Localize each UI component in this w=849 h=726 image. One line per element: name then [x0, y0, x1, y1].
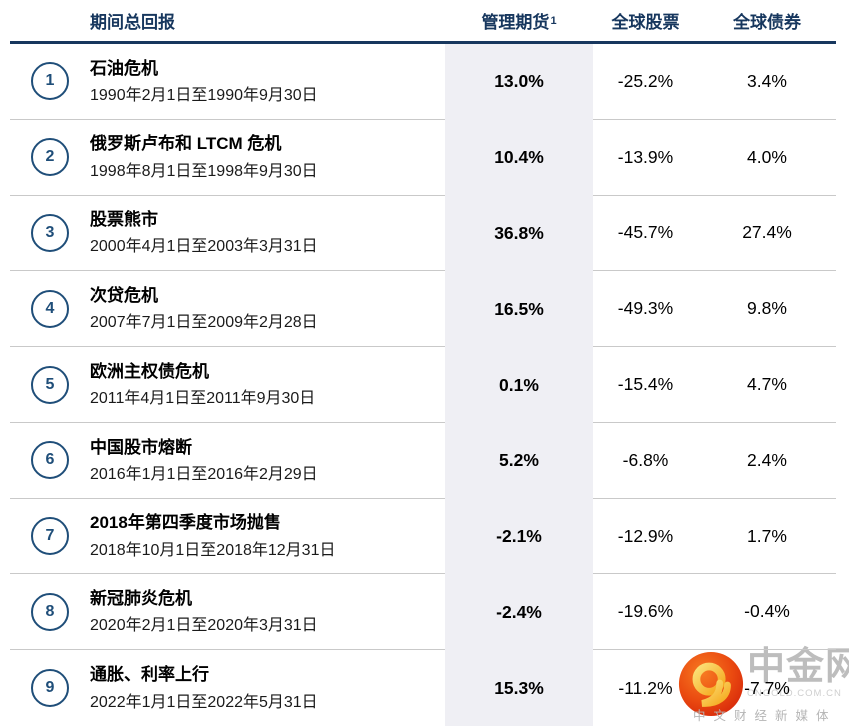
- table-row-inflation-rising-rates: 9 通胀、利率上行 2022年1月1日至2022年5月31日 15.3% -11…: [10, 650, 836, 726]
- row-number-badge: 7: [31, 517, 69, 556]
- table-row-equity-bear-market: 3 股票熊市 2000年4月1日至2003年3月31日 36.8% -45.7%…: [10, 195, 836, 272]
- global-equities-value: -25.2%: [593, 44, 698, 120]
- global-bonds-value: 2.4%: [698, 423, 836, 499]
- table-row-q4-2018-selloff: 7 2018年第四季度市场抛售 2018年10月1日至2018年12月31日 -…: [10, 498, 836, 575]
- managed-futures-value: 10.4%: [445, 119, 593, 196]
- row-number-badge: 8: [31, 592, 69, 631]
- event-cell: 中国股市熔断 2016年1月1日至2016年2月29日: [90, 423, 445, 499]
- event-cell: 通胀、利率上行 2022年1月1日至2022年5月31日: [90, 650, 445, 726]
- header-managed-futures-label: 管理期货: [481, 13, 550, 32]
- event-cell: 欧洲主权债危机 2011年4月1日至2011年9月30日: [90, 347, 445, 423]
- global-bonds-value: -0.4%: [698, 574, 836, 651]
- table-row-european-sovereign-debt-crisis: 5 欧洲主权债危机 2011年4月1日至2011年9月30日 0.1% -15.…: [10, 347, 836, 423]
- global-bonds-value: -7.7%: [744, 677, 790, 698]
- global-equities-value: -11.2%: [618, 677, 673, 698]
- global-bonds-value: 9.8%: [698, 271, 836, 348]
- managed-futures-value: -2.1%: [445, 498, 593, 575]
- row-number-badge: 6: [31, 441, 69, 480]
- managed-futures-value: 0.1%: [445, 347, 593, 423]
- crisis-title: 股票熊市: [90, 210, 158, 230]
- row-number-cell: 4: [10, 271, 90, 348]
- table-row-covid-crisis: 8 新冠肺炎危机 2020年2月1日至2020年3月31日 -2.4% -19.…: [10, 574, 836, 651]
- row-number-badge: 5: [31, 365, 69, 404]
- crisis-period: 2011年4月1日至2011年9月30日: [90, 390, 316, 408]
- crisis-title: 中国股市熔断: [90, 437, 192, 457]
- table-row-oil-crisis: 1 石油危机 1990年2月1日至1990年9月30日 13.0% -25.2%…: [10, 44, 836, 120]
- table-row-subprime-crisis: 4 次贷危机 2007年7月1日至2009年2月28日 16.5% -49.3%…: [10, 271, 836, 348]
- event-cell: 石油危机 1990年2月1日至1990年9月30日: [90, 44, 445, 120]
- row-number-badge: 3: [31, 213, 69, 252]
- global-equities-value: -15.4%: [593, 347, 698, 423]
- crisis-title: 欧洲主权债危机: [90, 361, 209, 381]
- row-number-cell: 2: [10, 120, 90, 196]
- header-period-total-return: 期间总回报: [90, 13, 175, 32]
- managed-futures-value: 16.5%: [445, 271, 593, 348]
- row-number-cell: 5: [10, 347, 90, 423]
- row-number-badge: 4: [31, 289, 69, 328]
- row-number-cell: 1: [10, 44, 90, 120]
- global-bonds-value: 4.0%: [698, 120, 836, 196]
- global-equities-value: -19.6%: [593, 574, 698, 651]
- crisis-period: 2007年7月1日至2009年2月28日: [90, 314, 318, 332]
- managed-futures-value: 13.0%: [445, 44, 593, 120]
- table-row-ltcm-crisis: 2 俄罗斯卢布和 LTCM 危机 1998年8月1日至1998年9月30日 10…: [10, 119, 836, 196]
- crisis-title: 通胀、利率上行: [90, 665, 209, 685]
- crisis-title: 俄罗斯卢布和 LTCM 危机: [90, 134, 282, 154]
- global-bonds-value: 4.7%: [698, 347, 836, 423]
- managed-futures-value: 15.3%: [445, 650, 593, 726]
- managed-futures-value: 36.8%: [445, 195, 593, 272]
- managed-futures-value: 5.2%: [445, 422, 593, 499]
- table-header-row: 期间总回报 管理期货 1 全球股票 全球债券: [10, 0, 836, 44]
- crisis-period: 2022年1月1日至2022年5月31日: [90, 693, 318, 711]
- crisis-title: 石油危机: [90, 58, 158, 78]
- global-equities-value: -6.8%: [593, 423, 698, 499]
- row-number-badge: 1: [31, 62, 69, 101]
- row-number-cell: 8: [10, 574, 90, 651]
- event-cell: 俄罗斯卢布和 LTCM 危机 1998年8月1日至1998年9月30日: [90, 120, 445, 196]
- crisis-period: 2020年2月1日至2020年3月31日: [90, 617, 318, 635]
- crisis-period: 1998年8月1日至1998年9月30日: [90, 162, 318, 180]
- global-bonds-value: 27.4%: [698, 196, 836, 272]
- row-number-cell: 6: [10, 423, 90, 499]
- crisis-period: 2018年10月1日至2018年12月31日: [90, 541, 336, 559]
- global-bonds-value: 1.7%: [698, 499, 836, 575]
- event-cell: 股票熊市 2000年4月1日至2003年3月31日: [90, 196, 445, 272]
- row-number-cell: 9: [10, 650, 90, 726]
- row-number-badge: 2: [31, 138, 69, 177]
- row-number-cell: 7: [10, 499, 90, 575]
- crisis-title: 新冠肺炎危机: [90, 589, 192, 609]
- row-number-badge: 9: [31, 669, 69, 708]
- managed-futures-value: -2.4%: [445, 574, 593, 651]
- event-cell: 2018年第四季度市场抛售 2018年10月1日至2018年12月31日: [90, 499, 445, 575]
- row-number-cell: 3: [10, 196, 90, 272]
- crisis-title: 次贷危机: [90, 286, 158, 306]
- global-equities-value: -49.3%: [593, 271, 698, 348]
- crisis-title: 2018年第四季度市场抛售: [90, 513, 281, 533]
- header-global-bonds: 全球债券: [733, 13, 801, 32]
- global-equities-value: -45.7%: [593, 196, 698, 272]
- global-bonds-value: 3.4%: [698, 44, 836, 120]
- global-equities-value: -13.9%: [593, 120, 698, 196]
- table-body: 1 石油危机 1990年2月1日至1990年9月30日 13.0% -25.2%…: [0, 44, 849, 726]
- table-row-china-circuit-breaker: 6 中国股市熔断 2016年1月1日至2016年2月29日 5.2% -6.8%…: [10, 422, 836, 499]
- crisis-period: 2016年1月1日至2016年2月29日: [90, 465, 318, 483]
- event-cell: 新冠肺炎危机 2020年2月1日至2020年3月31日: [90, 574, 445, 651]
- crisis-period: 2000年4月1日至2003年3月31日: [90, 238, 318, 256]
- global-equities-value: -12.9%: [593, 499, 698, 575]
- event-cell: 次贷危机 2007年7月1日至2009年2月28日: [90, 271, 445, 348]
- crisis-period: 1990年2月1日至1990年9月30日: [90, 86, 318, 104]
- header-managed-futures: 管理期货 1: [445, 8, 593, 33]
- header-global-equities: 全球股票: [611, 13, 680, 32]
